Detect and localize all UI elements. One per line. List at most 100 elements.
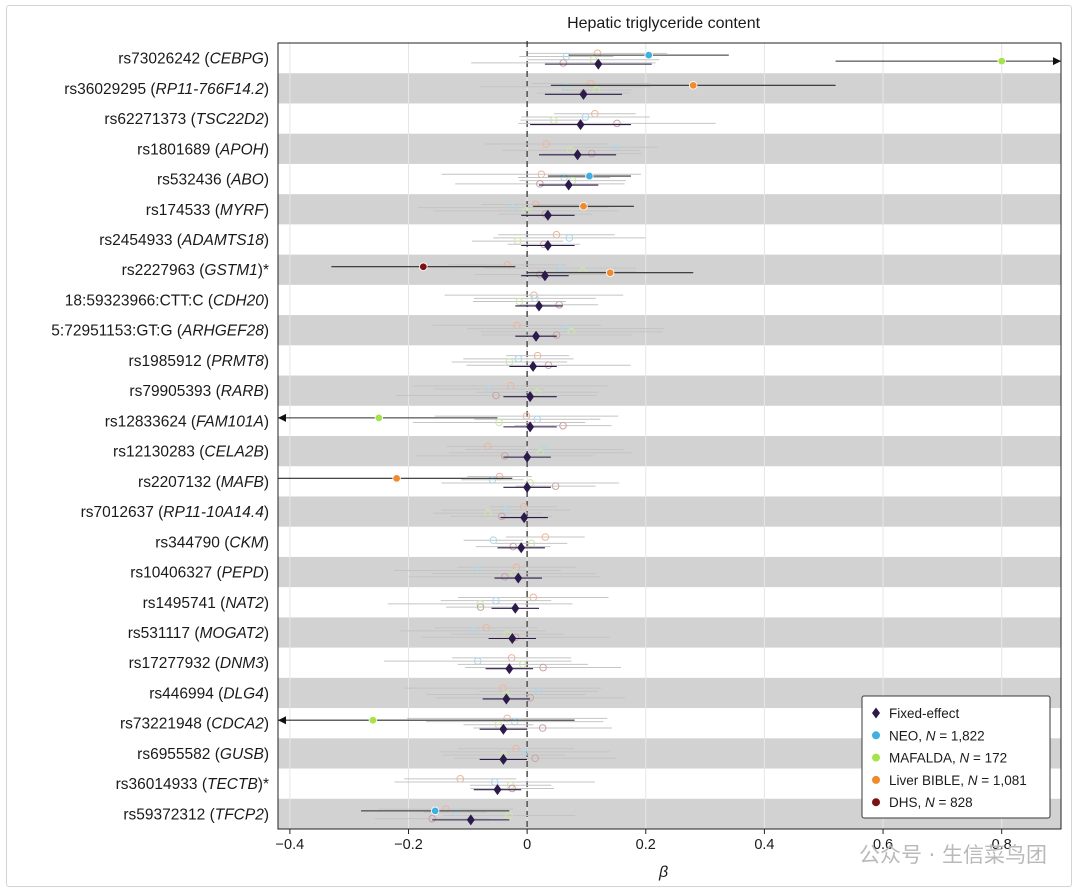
cohort-point-faint [495, 418, 503, 427]
arrow-left [278, 413, 286, 422]
cohort-point-faint [544, 361, 553, 370]
watermark-text: 公众号 · 生信菜鸟团 [859, 843, 1047, 867]
row-label: 18:59323966:CTT:C (CDH20) [65, 292, 269, 309]
fixed-effect-diamond [520, 512, 529, 524]
cohort-point-faint [538, 724, 547, 732]
cohort-point [997, 56, 1006, 66]
cohort-point-faint [509, 542, 517, 551]
x-tick-label: 0.4 [754, 837, 774, 853]
chart-title: Hepatic triglyceride content [567, 15, 761, 32]
row-label: rs6955582 (GUSB) [137, 746, 269, 763]
fixed-effect-diamond [499, 753, 508, 765]
cohort-point [644, 50, 653, 60]
fixed-effect-diamond [543, 209, 552, 221]
fixed-effect-diamond [573, 149, 582, 161]
x-tick-label: 0.2 [636, 837, 656, 853]
cohort-point [419, 262, 428, 271]
fixed-effect-diamond [523, 481, 532, 493]
cohort-point-faint [542, 140, 550, 148]
fixed-effect-diamond [540, 270, 549, 282]
row-label: rs12130283 (CELA2B) [113, 444, 269, 461]
legend-marker [872, 775, 880, 784]
cohort-point [579, 202, 588, 211]
fixed-effect-diamond [499, 723, 508, 735]
fixed-effect-diamond [508, 633, 517, 644]
legend-label: NEO, N = 1,822 [889, 728, 985, 743]
cohort-point-faint [559, 421, 567, 430]
legend-label: DHS, N = 828 [889, 795, 973, 810]
cohort-point-faint [555, 300, 563, 309]
row-label: 5:72951153:GT:G (ARHGEF28) [51, 323, 269, 340]
row-label: rs1801689 (APOH) [137, 141, 269, 158]
row-label: rs79905393 (RARB) [129, 383, 269, 400]
row-label: rs2227963 (GSTM1)* [122, 262, 269, 279]
cohort-point-faint [551, 482, 560, 490]
fixed-effect-diamond [526, 391, 535, 403]
row-label: rs1985912 (PRMT8) [129, 353, 269, 370]
fixed-effect-diamond [594, 58, 603, 70]
row-label: rs59372312 (TFCP2) [123, 806, 269, 823]
cohort-point-faint [428, 814, 436, 823]
row-label: rs12833624 (FAM101A) [105, 413, 269, 430]
row-label: rs446994 (DLG4) [149, 685, 269, 702]
figure-frame: Hepatic triglyceride content rs73026242 (… [6, 5, 1072, 887]
row-band [278, 375, 1061, 406]
arrow-left [278, 716, 286, 725]
cohort-point [368, 715, 378, 725]
fixed-effect-diamond [502, 693, 511, 705]
row-label: rs344790 (CKM) [155, 534, 269, 551]
cohort-point-faint [559, 59, 568, 67]
cohort-point-faint [505, 811, 513, 820]
row-label: rs531117 (MOGAT2) [128, 625, 269, 642]
row-label: rs2454933 (ADAMTS18) [99, 232, 269, 249]
fixed-effect-diamond [529, 360, 538, 372]
row-label: rs36014933 (TECTB)* [116, 776, 269, 793]
row-band [278, 194, 1061, 225]
cohort-point-faint [565, 234, 574, 242]
cohort-point-faint [497, 512, 506, 521]
fixed-effect-diamond [505, 663, 514, 675]
fixed-effect-diamond [523, 451, 532, 463]
row-band [278, 556, 1061, 588]
legend-marker [872, 753, 880, 762]
legend-marker [872, 731, 880, 740]
fixed-effect-diamond [535, 300, 543, 312]
row-label: rs73026242 (CEBPG) [118, 51, 269, 68]
cohort-point-faint [526, 693, 535, 702]
fixed-effect-diamond [517, 542, 526, 554]
arrow-right [1053, 57, 1061, 66]
legend-box [861, 695, 1051, 819]
cohort-point [430, 806, 440, 816]
legend-label: Liver BIBLE, N = 1,081 [889, 773, 1027, 788]
cohort-point [392, 474, 401, 483]
x-tick-label: −0.4 [276, 837, 305, 853]
legend-marker [872, 798, 880, 807]
row-band [278, 73, 1061, 104]
row-label: rs62271373 (TSC22D2) [104, 111, 269, 128]
x-tick-label: 0.6 [873, 837, 893, 853]
x-tick-label: −0.2 [394, 837, 423, 853]
row-band [278, 315, 1061, 346]
row-band [278, 254, 1061, 285]
cohort-point-faint [613, 119, 621, 128]
row-label: rs532436 (ABO) [157, 172, 269, 189]
cohort-point [605, 268, 615, 277]
fixed-effect-diamond [564, 179, 573, 191]
fixed-effect-diamond [532, 330, 541, 342]
plot-border [277, 42, 1062, 830]
cohort-point-faint [541, 533, 550, 541]
fixed-effect-diamond [543, 240, 552, 251]
row-label: rs7012637 (RP11-10A14.4) [81, 504, 269, 521]
legend-marker [872, 707, 880, 719]
fixed-effect-diamond [511, 602, 520, 614]
row-band [278, 617, 1061, 648]
fixed-effect-diamond [579, 88, 588, 100]
row-label: rs2207132 (MAFB) [138, 474, 269, 491]
row-band [278, 133, 1061, 164]
cohort-point-faint [500, 573, 509, 581]
fixed-effect-diamond [576, 119, 585, 131]
row-label: rs73221948 (CDCA2) [120, 716, 269, 733]
cohort-point-faint [588, 149, 596, 158]
cohort-point-faint [492, 391, 500, 400]
row-label: rs1495741 (NAT2) [143, 595, 269, 612]
